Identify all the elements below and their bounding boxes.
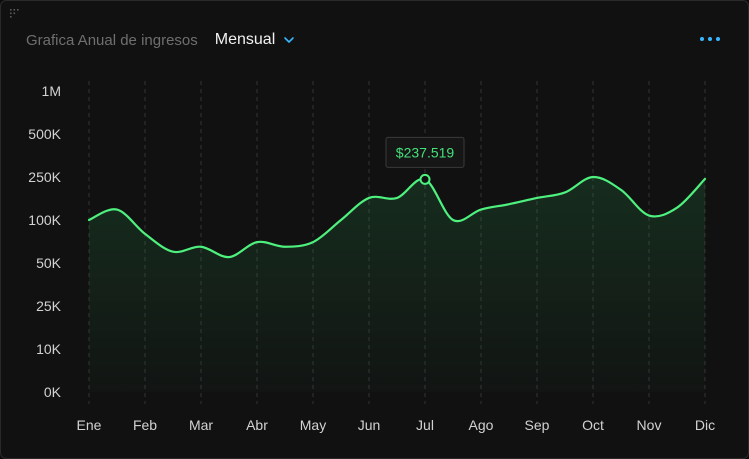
more-horizontal-icon	[700, 37, 704, 41]
x-tick-label: Jul	[416, 417, 434, 433]
chart-title: Grafica Anual de ingresos	[26, 31, 198, 49]
tooltip: $237.519	[385, 136, 465, 185]
tooltip-marker[interactable]	[419, 173, 431, 185]
x-tick-label: Oct	[582, 417, 604, 433]
more-options-button[interactable]	[700, 37, 720, 41]
y-tick-label: 1M	[42, 83, 61, 99]
chevron-down-icon	[284, 37, 295, 43]
x-tick-label: Ene	[77, 417, 102, 433]
x-tick-label: Feb	[133, 417, 157, 433]
drag-handle-icon[interactable]	[9, 8, 21, 20]
period-selected-value: Mensual	[214, 31, 276, 48]
y-tick-label: 250K	[28, 169, 61, 185]
y-tick-label: 10K	[36, 341, 62, 357]
y-axis: 1M 500K 250K 100K 50K 25K 10K 0K	[28, 83, 61, 400]
tooltip-value: $237.519	[396, 144, 455, 160]
series-area	[89, 176, 705, 392]
x-tick-label: Mar	[189, 417, 213, 433]
chart-header: Grafica Anual de ingresos Mensual	[26, 31, 295, 49]
series-line	[87, 175, 707, 259]
x-axis: Ene Feb Mar Abr May Jun Jul Ago Sep Oct Nov Dic	[77, 417, 716, 433]
x-tick-label: Dic	[695, 417, 715, 433]
y-tick-label: 25K	[36, 298, 62, 314]
y-tick-label: 100K	[28, 212, 61, 228]
x-tick-label: Ago	[469, 417, 494, 433]
x-tick-label: Jun	[358, 417, 381, 433]
y-tick-label: 500K	[28, 126, 61, 142]
y-tick-label: 0K	[44, 384, 62, 400]
x-tick-label: Nov	[637, 417, 662, 433]
y-tick-label: 50K	[36, 255, 62, 271]
x-tick-label: Abr	[246, 417, 268, 433]
tooltip-box	[385, 136, 465, 168]
period-dropdown[interactable]: Mensual	[215, 31, 295, 49]
x-tick-label: Sep	[525, 417, 550, 433]
x-tick-label: May	[300, 417, 326, 433]
